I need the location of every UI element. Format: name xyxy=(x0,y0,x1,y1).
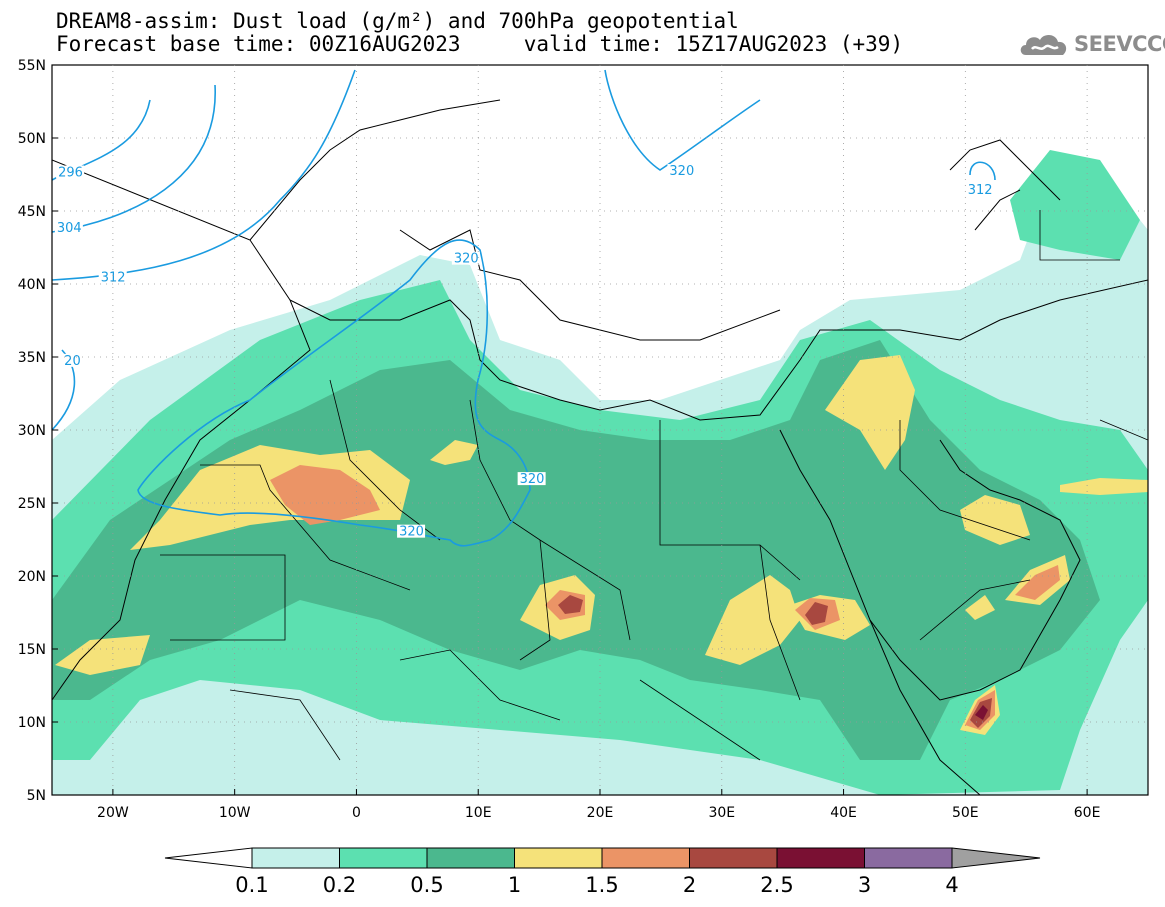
latitude-labels: 55N 50N 45N 40N 35N 30N 25N 20N 15N 10N 5N xyxy=(18,58,46,804)
dust-band-1-iraq xyxy=(825,355,915,470)
isoline-label-bg xyxy=(397,524,426,538)
colorbar-swatch xyxy=(339,847,428,869)
dust-band-0.5 xyxy=(52,340,1100,760)
lon-tick-label: 20E xyxy=(587,805,614,821)
map-title: DREAM8-assim: Dust load (g/m²) and 700hP… xyxy=(56,9,739,33)
dust-band-1-yemen-coast xyxy=(965,595,995,620)
dust-load-field xyxy=(52,150,1148,795)
lon-tick-label: 30E xyxy=(708,805,735,821)
lat-tick-label: 40N xyxy=(18,277,46,293)
isoline-label: 320 xyxy=(669,164,694,179)
isoline-label-bg xyxy=(98,270,127,284)
isoline-label-bg xyxy=(965,183,994,197)
dust-band-1-gulf xyxy=(960,495,1030,545)
colorbar-label: 1 xyxy=(508,873,521,897)
cloud-icon xyxy=(1020,34,1067,55)
dust-band-2.5-somalia xyxy=(975,705,988,720)
lat-tick-label: 50N xyxy=(18,131,46,147)
dust-band-2-libya xyxy=(558,595,583,614)
dust-band-1-mauritania xyxy=(55,635,150,675)
graticule xyxy=(52,64,1148,796)
isoline-label: 20 xyxy=(64,354,81,369)
colorbar-label: 4 xyxy=(945,873,958,897)
seevccc-logo: SEEVCCC xyxy=(1018,26,1165,62)
lat-tick-label: 20N xyxy=(18,569,46,585)
isoline-label: 320 xyxy=(399,525,424,540)
lat-tick-label: 15N xyxy=(18,642,46,658)
lon-tick-label: 10W xyxy=(219,805,251,821)
lat-tick-label: 10N xyxy=(18,715,46,731)
isoline-label: 320 xyxy=(520,472,545,487)
isoline-label-bg xyxy=(62,353,83,367)
isoline-label-bg xyxy=(517,472,546,486)
isoline-label-bg xyxy=(56,165,85,179)
lat-tick-label: 25N xyxy=(18,496,46,512)
colorbar-label: 2.5 xyxy=(760,873,793,897)
colorbar-label: 0.5 xyxy=(410,873,443,897)
lat-tick-label: 5N xyxy=(27,788,46,804)
dust-band-2-eritrea xyxy=(805,602,828,625)
isoline-label-bg xyxy=(667,164,696,178)
isoline-label: 296 xyxy=(58,166,83,181)
lon-tick-label: 0 xyxy=(352,805,361,821)
isoline-label: 320 xyxy=(454,252,479,267)
colorbar-swatch xyxy=(251,847,340,869)
dust-band-1-algeria-east xyxy=(430,440,478,465)
dust-band-1.5 xyxy=(270,465,380,525)
lat-tick-label: 45N xyxy=(18,204,46,220)
colorbar-swatch xyxy=(689,847,778,869)
coastlines xyxy=(52,99,1148,795)
lon-tick-label: 10E xyxy=(465,805,492,821)
lat-tick-label: 55N xyxy=(18,58,46,74)
logo-text: SEEVCCC xyxy=(1074,32,1165,56)
colorbar-label: 0.2 xyxy=(323,873,356,897)
dust-band-0.2-caspian xyxy=(1010,150,1140,260)
isoline-label: 304 xyxy=(57,221,82,236)
isoline-label: 312 xyxy=(968,183,993,198)
colorbar-low-arrow xyxy=(164,847,253,869)
lat-tick-label: 35N xyxy=(18,350,46,366)
isoline-label: 312 xyxy=(101,271,126,286)
colorbar-swatch xyxy=(776,847,865,869)
longitude-labels: 20W 10W 0 10E 20E 30E 40E 50E 60E xyxy=(97,805,1100,821)
colorbar-label: 0.1 xyxy=(235,873,268,897)
dust-band-1-sudan xyxy=(705,575,800,665)
lon-tick-label: 20W xyxy=(97,805,129,821)
colorbar-swatch xyxy=(864,847,953,869)
colorbar: 0.1 0.2 0.5 1 1.5 2 2.5 3 4 xyxy=(164,847,1041,897)
colorbar-high-arrow xyxy=(951,847,1041,869)
forecast-times: Forecast base time: 00Z16AUG2023 valid t… xyxy=(56,32,904,56)
colorbar-swatch xyxy=(426,847,515,869)
lon-tick-label: 60E xyxy=(1074,805,1101,821)
colorbar-swatch xyxy=(514,847,603,869)
colorbar-label: 2 xyxy=(683,873,696,897)
isoline-label-bg xyxy=(54,220,83,234)
isoline-label-bg xyxy=(451,251,480,265)
isoline-labels: 296 304 312 20 320 320 320 320 312 xyxy=(54,164,994,540)
dust-band-1.5-oman xyxy=(1015,565,1060,600)
lon-tick-label: 40E xyxy=(830,805,857,821)
colorbar-label: 1.5 xyxy=(585,873,618,897)
colorbar-label: 3 xyxy=(858,873,871,897)
lat-tick-label: 30N xyxy=(18,423,46,439)
dust-band-1-iran xyxy=(1060,478,1148,495)
colorbar-swatch xyxy=(601,847,690,869)
lon-tick-label: 50E xyxy=(952,805,979,821)
